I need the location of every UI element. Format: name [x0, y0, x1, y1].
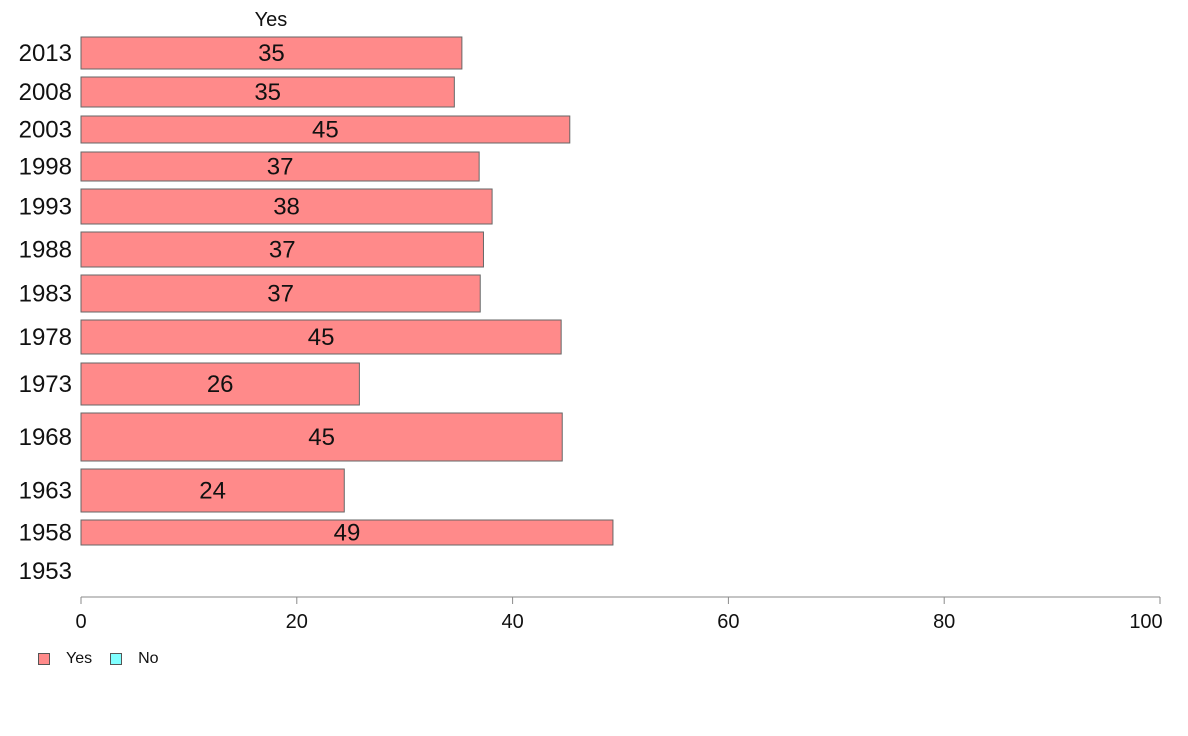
bar-value-label: 37: [269, 237, 296, 264]
legend: Yes No: [38, 650, 177, 668]
bars-layer: 35 35 45 37 38 37 37 45 26 45 24 49: [80, 36, 614, 547]
y-tick-label: 2008: [19, 79, 72, 106]
legend-label-yes: Yes: [66, 650, 93, 667]
y-tick-label: 2013: [19, 40, 72, 67]
legend-item-yes: Yes: [38, 650, 92, 668]
y-tick-label: 1983: [19, 281, 72, 308]
legend-label-no: No: [138, 650, 159, 667]
x-axis: 0 20 40 60 80 100: [75, 596, 1163, 633]
chart-title: Yes: [255, 9, 288, 31]
bar: [80, 274, 481, 313]
bar-value-label: 35: [254, 79, 281, 106]
x-tick-label: 0: [75, 611, 86, 633]
bar: [80, 231, 484, 268]
x-tick-label: 60: [717, 611, 739, 633]
x-tick-label: 100: [1129, 611, 1162, 633]
y-tick-label: 1973: [19, 371, 72, 398]
bar: [80, 468, 345, 513]
bar: [80, 362, 360, 406]
y-tick-label: 1988: [19, 237, 72, 264]
bar: [80, 115, 571, 144]
y-tick-label: 2003: [19, 117, 72, 144]
bar: [80, 188, 493, 225]
bar-value-label: 26: [207, 371, 234, 398]
bar: [80, 76, 455, 108]
bar: [80, 36, 463, 70]
y-tick-label: 1953: [19, 558, 72, 585]
y-tick-label: 1978: [19, 324, 72, 351]
bar-value-label: 45: [308, 324, 335, 351]
x-tick-label: 20: [286, 611, 308, 633]
bar-value-label: 24: [199, 478, 226, 505]
y-tick-label: 1958: [19, 520, 72, 547]
y-tick-label: 1993: [19, 194, 72, 221]
y-axis-labels: 2013 2008 2003 1998 1993 1988 1983 1978 1973 1968…: [19, 40, 72, 585]
bar: [80, 151, 480, 182]
y-tick-label: 1963: [19, 478, 72, 505]
bar-value-label: 37: [267, 281, 294, 308]
x-tick-label: 40: [501, 611, 523, 633]
y-tick-label: 1998: [19, 154, 72, 181]
bar-value-label: 38: [273, 194, 300, 221]
bar: [80, 412, 563, 462]
bar: [80, 519, 614, 546]
bar: [80, 319, 562, 355]
bar-value-label: 37: [267, 154, 294, 181]
bar-value-label: 45: [308, 424, 335, 451]
y-tick-label: 1968: [19, 424, 72, 451]
legend-item-no: No: [110, 650, 159, 668]
bar-value-label: 49: [334, 520, 361, 547]
bar-value-label: 45: [312, 117, 339, 144]
bar-value-label: 35: [258, 40, 285, 67]
legend-swatch-no: [110, 653, 123, 665]
legend-swatch-yes: [38, 653, 50, 665]
x-tick-label: 80: [933, 611, 955, 633]
